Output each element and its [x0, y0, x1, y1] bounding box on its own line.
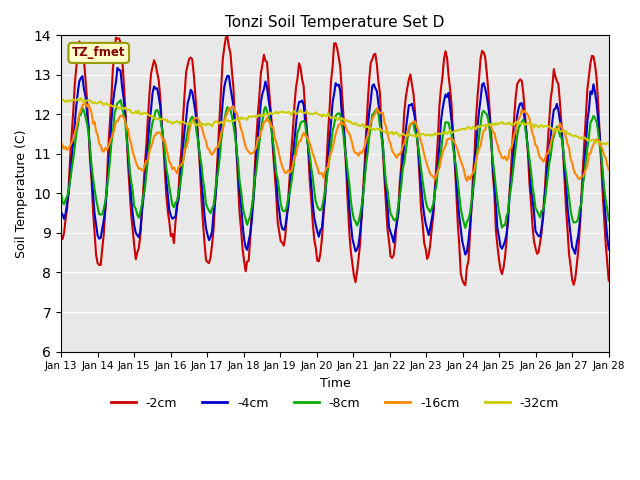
Title: Tonzi Soil Temperature Set D: Tonzi Soil Temperature Set D — [225, 15, 445, 30]
Text: TZ_fmet: TZ_fmet — [72, 47, 125, 60]
Y-axis label: Soil Temperature (C): Soil Temperature (C) — [15, 129, 28, 258]
X-axis label: Time: Time — [319, 377, 350, 390]
Legend: -2cm, -4cm, -8cm, -16cm, -32cm: -2cm, -4cm, -8cm, -16cm, -32cm — [106, 392, 564, 415]
